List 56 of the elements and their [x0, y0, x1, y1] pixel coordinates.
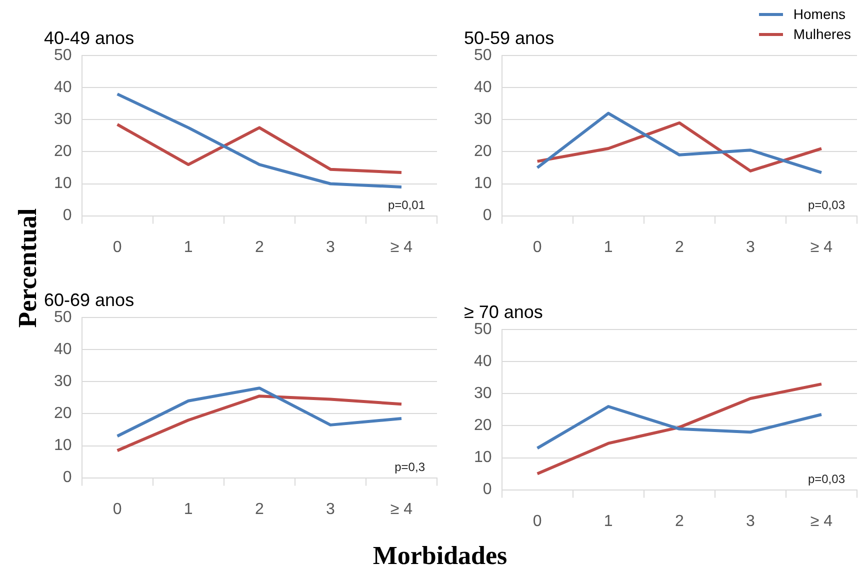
x-tick-label: 0 — [532, 512, 542, 530]
x-tick-label: 3 — [326, 238, 335, 256]
x-tick-label: 1 — [184, 500, 193, 518]
annotation: p=0,3 — [394, 460, 426, 474]
annotation: p=0,03 — [808, 472, 846, 486]
y-tick-label: 50 — [474, 321, 492, 338]
y-tick-label: 0 — [482, 207, 492, 224]
y-tick-label: 10 — [474, 449, 492, 466]
y-tick-label: 0 — [62, 469, 72, 486]
y-tick-label: 30 — [474, 111, 492, 128]
x-tick-label: 2 — [674, 512, 684, 530]
x-tick-label: 3 — [746, 238, 755, 256]
x-tick-label: 0 — [112, 238, 122, 256]
y-tick-label: 10 — [474, 175, 492, 192]
y-tick-label: 40 — [474, 79, 492, 96]
x-tick-label: 0 — [532, 238, 542, 256]
x-tick-label: 1 — [604, 238, 613, 256]
y-tick-label: 40 — [54, 341, 72, 358]
x-tick-label: 1 — [604, 512, 613, 530]
y-axis-title: Percentual — [13, 208, 43, 328]
x-tick-label: 0 — [112, 500, 122, 518]
chart-title: 60-69 anos — [44, 290, 134, 310]
x-axis-title: Morbidades — [372, 541, 508, 570]
chart-title: ≥ 70 anos — [464, 302, 543, 322]
x-tick-label: 1 — [184, 238, 193, 256]
x-tick-label: 3 — [746, 512, 755, 530]
legend-label: Mulheres — [793, 26, 851, 42]
y-tick-label: 20 — [474, 143, 492, 160]
y-tick-label: 20 — [54, 143, 72, 160]
annotation: p=0,03 — [808, 198, 846, 212]
y-tick-label: 50 — [54, 47, 72, 64]
x-tick-label: ≥ 4 — [390, 238, 413, 256]
y-tick-label: 10 — [54, 437, 72, 454]
x-tick-label: 2 — [254, 238, 264, 256]
y-tick-label: 0 — [482, 481, 492, 498]
x-tick-label: 2 — [674, 238, 684, 256]
chart-title: 40-49 anos — [44, 28, 134, 48]
x-tick-label: 2 — [254, 500, 264, 518]
y-tick-label: 0 — [62, 207, 72, 224]
y-tick-label: 20 — [54, 405, 72, 422]
y-tick-label: 10 — [54, 175, 72, 192]
x-tick-label: ≥ 4 — [810, 238, 833, 256]
x-tick-label: ≥ 4 — [390, 500, 413, 518]
y-tick-label: 30 — [474, 385, 492, 402]
y-tick-label: 50 — [54, 309, 72, 326]
y-tick-label: 30 — [54, 111, 72, 128]
y-tick-label: 30 — [54, 373, 72, 390]
x-tick-label: 3 — [326, 500, 335, 518]
chart-title: 50-59 anos — [464, 28, 554, 48]
x-tick-label: ≥ 4 — [810, 512, 833, 530]
y-tick-label: 50 — [474, 47, 492, 64]
annotation: p=0,01 — [388, 198, 426, 212]
legend-label: Homens — [793, 6, 846, 22]
y-tick-label: 20 — [474, 417, 492, 434]
y-tick-label: 40 — [54, 79, 72, 96]
y-tick-label: 40 — [474, 353, 492, 370]
